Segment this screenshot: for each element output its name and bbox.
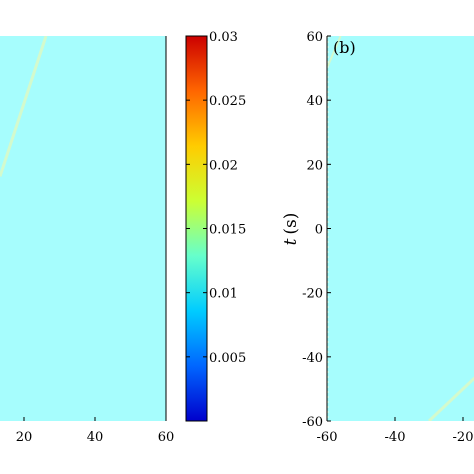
- panel-b-y-tick-label: -20: [302, 287, 323, 302]
- panel-b-y-tick-label: -40: [302, 351, 323, 366]
- panel-b-streak: [427, 376, 474, 421]
- y-axis-symbol: t: [281, 238, 301, 245]
- panel-a-x-ticks: 20 40 60: [16, 417, 175, 445]
- panel-b: 60 40 20 0 -20 -40 -60 -60 -40 -20 (b) t (s): [281, 30, 474, 445]
- y-axis-unit: (s): [281, 213, 301, 235]
- panel-a-x-tick-label: 40: [87, 430, 104, 445]
- panel-a-x-tick-label: 20: [16, 430, 33, 445]
- colorbar-tick-label: 0.02: [209, 158, 238, 173]
- panel-a-x-tick-label: 60: [158, 430, 175, 445]
- panel-b-field: [327, 36, 474, 421]
- panel-b-x-ticks: -60 -40 -20: [317, 417, 474, 445]
- panel-b-x-tick-label: -60: [317, 430, 338, 445]
- colorbar-tick-label: 0.03: [209, 30, 238, 45]
- panel-b-y-tick-label: 40: [306, 94, 323, 109]
- panel-b-y-tick-label: 0: [315, 223, 323, 238]
- panel-b-x-tick-label: -40: [385, 430, 406, 445]
- panel-b-y-ticks: 60 40 20 0 -20 -40 -60: [302, 30, 331, 430]
- panel-b-y-tick-label: -60: [302, 415, 323, 430]
- panel-b-y-tick-label: 60: [306, 30, 323, 45]
- colorbar-tick-label: 0.005: [209, 351, 246, 366]
- panel-b-x-tick-label: -20: [453, 430, 474, 445]
- panel-a-streaks: [0, 36, 48, 177]
- panel-b-label: (b): [333, 38, 356, 57]
- panel-b-y-axis-label: t (s): [281, 213, 301, 246]
- colorbar-tick-label: 0.01: [209, 287, 238, 302]
- panel-b-streak: [327, 36, 342, 69]
- panel-b-y-tick-label: 20: [306, 158, 323, 173]
- panel-a: 20 40 60: [0, 36, 174, 445]
- colorbar: 0.005 0.01 0.015 0.02 0.025 0.03: [185, 30, 246, 422]
- panel-a-field: [0, 36, 166, 421]
- colorbar-ticks: 0.005 0.01 0.015 0.02 0.025 0.03: [186, 30, 246, 366]
- colorbar-tick-label: 0.025: [209, 94, 246, 109]
- colorbar-tick-label: 0.015: [209, 223, 246, 238]
- panel-a-streak: [0, 36, 48, 177]
